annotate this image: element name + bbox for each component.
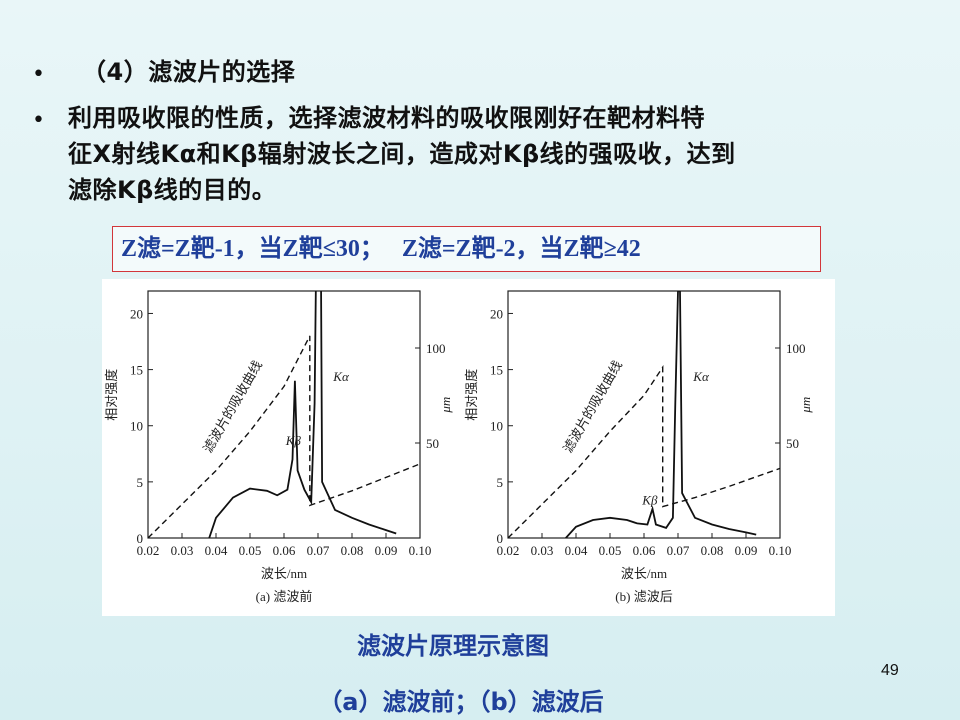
y-axis-label-left: 相对强度 [464, 369, 479, 421]
x-tick-label: 0.08 [701, 543, 724, 558]
absorption-curve-label: 滤波片的吸收曲线 [560, 358, 625, 456]
bullet-dot: • [32, 62, 45, 87]
k-beta-label: Kβ [641, 492, 658, 507]
y-tick-label-left: 5 [497, 475, 504, 490]
x-tick-label: 0.02 [137, 543, 160, 558]
y-tick-label-left: 0 [497, 531, 504, 546]
x-tick-label: 0.05 [239, 543, 262, 558]
plot-frame [147, 290, 421, 539]
y-tick-label-right: 50 [426, 436, 439, 451]
x-tick-label: 0.07 [307, 543, 330, 558]
absorption-curve-label: 滤波片的吸收曲线 [200, 358, 265, 456]
formula-box: Z滤=Z靶-1，当Z靶≤30； Z滤=Z靶-2，当Z靶≥42 [112, 226, 821, 272]
x-tick-label: 0.07 [667, 543, 690, 558]
figure-subtitle: （a）滤波前；（b）滤波后 [318, 688, 604, 716]
absorption-curve [148, 335, 420, 538]
x-axis-label: 波长/nm [621, 566, 667, 581]
chart-panel-b: 0.02 0.03 0.04 0.05 0.06 0.07 0.08 0.09 0.10 0 5 10… [464, 290, 813, 604]
k-alpha-label: Kα [692, 369, 710, 384]
x-tick-label: 0.08 [341, 543, 364, 558]
x-tick-label: 0.04 [205, 543, 228, 558]
y-tick-label-right: 50 [786, 436, 799, 451]
x-tick-label: 0.03 [171, 543, 194, 558]
x-tick-label: 0.05 [599, 543, 622, 558]
formula-part-1: Z滤=Z靶-1，当Z靶≤30； [121, 236, 384, 262]
y-tick-label-left: 20 [130, 306, 143, 321]
y-tick-label-right: 100 [426, 341, 446, 356]
y-tick-label-left: 5 [137, 475, 144, 490]
panel-label: (a) 滤波前 [256, 589, 313, 604]
formula-part-2: Z滤=Z靶-2，当Z靶≥42 [401, 236, 641, 262]
bullet-line-3: 滤除Kβ线的目的。 [68, 176, 277, 204]
x-tick-label: 0.04 [565, 543, 588, 558]
y-tick-label-left: 20 [490, 306, 503, 321]
panel-label: (b) 滤波后 [615, 589, 672, 604]
x-tick-label: 0.06 [273, 543, 296, 558]
x-axis-label: 波长/nm [261, 566, 307, 581]
bullet-heading: （4）滤波片的选择 [82, 58, 296, 86]
y-axis-label-right: μm [798, 397, 813, 414]
y-axis-label-right: μm [438, 397, 453, 414]
intensity-curve [565, 291, 757, 538]
figure-svg: 0.02 0.03 0.04 0.05 0.06 0.07 0.08 0.09 0.10 0 5 10… [104, 290, 813, 604]
bullet-line-2: 征X射线Kα和Kβ辐射波长之间，造成对Kβ线的强吸收，达到 [68, 140, 736, 168]
y-axis-label-left: 相对强度 [104, 369, 119, 421]
bullet-line-1: 利用吸收限的性质，选择滤波材料的吸收限刚好在靶材料特 [68, 104, 705, 132]
y-tick-label-left: 10 [490, 419, 503, 434]
k-beta-label: Kβ [285, 433, 302, 448]
x-tick-label: 0.10 [409, 543, 432, 558]
x-tick-label: 0.03 [531, 543, 554, 558]
y-tick-label-left: 15 [490, 363, 503, 378]
x-tick-label: 0.10 [769, 543, 792, 558]
x-tick-label: 0.02 [497, 543, 520, 558]
y-tick-label-left: 10 [130, 419, 143, 434]
bullet-dot: • [32, 108, 45, 133]
absorption-curve [508, 364, 780, 538]
y-tick-label-left: 0 [137, 531, 144, 546]
figure-title: 滤波片原理示意图 [357, 632, 549, 660]
x-tick-label: 0.09 [375, 543, 398, 558]
page-number: 49 [881, 662, 899, 679]
k-alpha-label: Kα [332, 369, 350, 384]
figure-panel: 0.02 0.03 0.04 0.05 0.06 0.07 0.08 0.09 0.10 0 5 10… [102, 279, 835, 616]
chart-panel-a: 0.02 0.03 0.04 0.05 0.06 0.07 0.08 0.09 0.10 0 5 10… [104, 290, 453, 604]
x-tick-label: 0.06 [633, 543, 656, 558]
intensity-curve [208, 291, 397, 538]
x-tick-label: 0.09 [735, 543, 758, 558]
y-tick-label-right: 100 [786, 341, 806, 356]
y-tick-label-left: 15 [130, 363, 143, 378]
